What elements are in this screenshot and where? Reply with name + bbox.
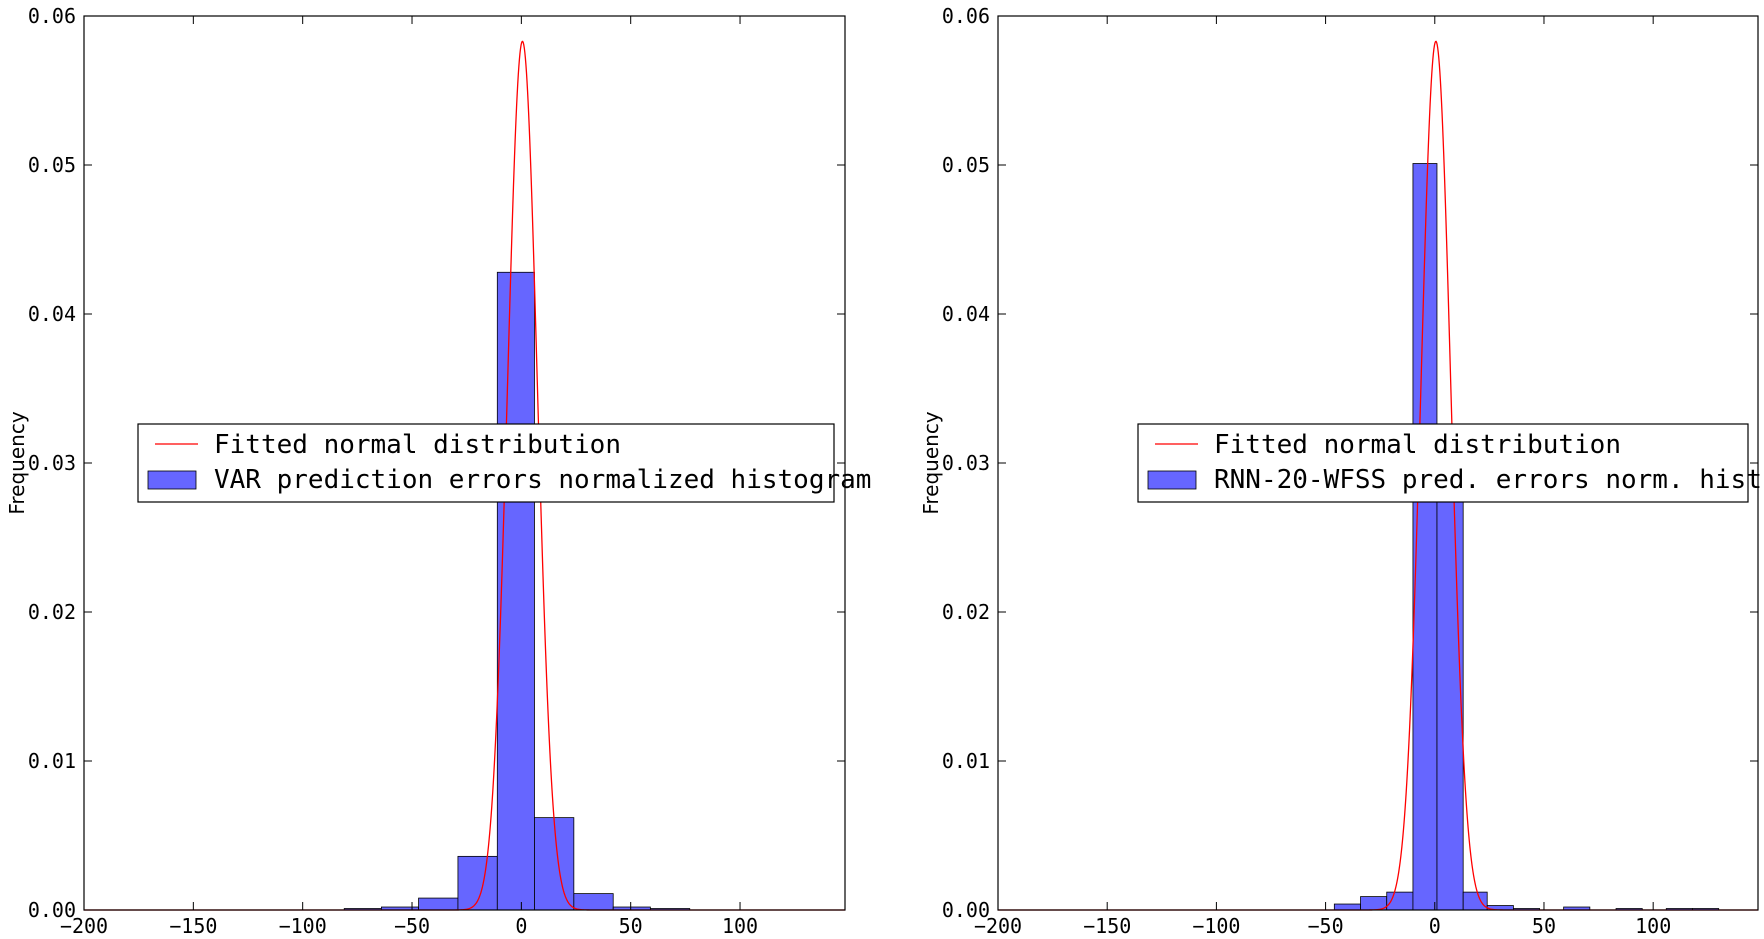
- right-xtick-label-0: −200: [974, 914, 1022, 938]
- right-bin-bar-18: [1462, 891, 1488, 911]
- right-xtick-label-6: 100: [1635, 914, 1671, 938]
- left-y-axis-label: Frequency: [5, 411, 29, 514]
- right-xtick-label-2: −100: [1192, 914, 1240, 938]
- right-ytick-label-5: 0.05: [942, 153, 990, 177]
- right-xtick-label-4: 0: [1429, 914, 1441, 938]
- left-ytick-label-1: 0.01: [28, 749, 76, 773]
- left-xtick-label-0: −200: [60, 914, 108, 938]
- left-legend-label-fit: Fitted normal distribution: [214, 430, 621, 460]
- left-bin-bar-13: [573, 893, 614, 911]
- right-legend-bar-swatch: [1147, 470, 1197, 490]
- right-legend: Fitted normal distribution RNN-20-WFSS p…: [1137, 423, 1764, 503]
- left-bin-bar-9: [418, 897, 459, 911]
- right-legend-label-fit: Fitted normal distribution: [1214, 430, 1621, 460]
- right-histogram-bars: [1333, 163, 1720, 911]
- right-legend-box: [1137, 423, 1749, 503]
- left-ytick-label-5: 0.05: [28, 153, 76, 177]
- left-legend-bar-swatch: [147, 470, 197, 490]
- left-ytick-label-0: 0.00: [28, 898, 76, 922]
- left-ytick-label-6: 0.06: [28, 4, 76, 28]
- left-legend-label-hist: VAR prediction errors normalized histogr…: [214, 465, 871, 495]
- left-legend: Fitted normal distribution VAR predictio…: [137, 423, 871, 503]
- left-legend-box: [137, 423, 835, 503]
- right-xtick-label-3: −50: [1308, 914, 1344, 938]
- left-axis-ticks: −200 −150 −100 −50 0 50 100 0.00 0.01 0.02 0.03 0.0…: [28, 4, 845, 938]
- right-xtick-label-1: −150: [1083, 914, 1131, 938]
- left-ytick-label-4: 0.04: [28, 302, 76, 326]
- right-ytick-label-3: 0.03: [942, 451, 990, 475]
- left-xtick-label-6: 100: [722, 914, 758, 938]
- right-subplot: −200 −150 −100 −50 0 50 100 0.00 0.01 0.02 0.03 0.0…: [919, 4, 1764, 938]
- right-ytick-label-0: 0.00: [942, 898, 990, 922]
- right-bin-bar-13: [1333, 903, 1361, 911]
- left-subplot: −200 −150 −100 −50 0 50 100 0.00 0.01 0.02 0.03 0.0…: [5, 4, 871, 938]
- right-legend-label-hist: RNN-20-WFSS pred. errors norm. hist.: [1214, 465, 1764, 495]
- right-xtick-label-5: 50: [1532, 914, 1556, 938]
- left-xtick-label-5: 50: [619, 914, 643, 938]
- right-ytick-label-4: 0.04: [942, 302, 990, 326]
- left-ytick-label-2: 0.02: [28, 600, 76, 624]
- right-ytick-label-6: 0.06: [942, 4, 990, 28]
- left-ytick-label-3: 0.03: [28, 451, 76, 475]
- right-y-axis-label: Frequency: [919, 411, 943, 514]
- left-bin-bar-11: [496, 271, 535, 911]
- right-ytick-label-1: 0.01: [942, 749, 990, 773]
- left-xtick-label-2: −100: [279, 914, 327, 938]
- left-histogram-bars: [343, 271, 691, 911]
- right-bin-bar-17: [1436, 499, 1464, 911]
- left-xtick-label-4: 0: [515, 914, 527, 938]
- right-ytick-label-2: 0.02: [942, 600, 990, 624]
- right-axis-ticks: −200 −150 −100 −50 0 50 100 0.00 0.01 0.02 0.03 0.0…: [942, 4, 1758, 938]
- left-xtick-label-1: −150: [169, 914, 217, 938]
- left-xtick-label-3: −50: [394, 914, 430, 938]
- left-bin-bar-12: [534, 817, 575, 911]
